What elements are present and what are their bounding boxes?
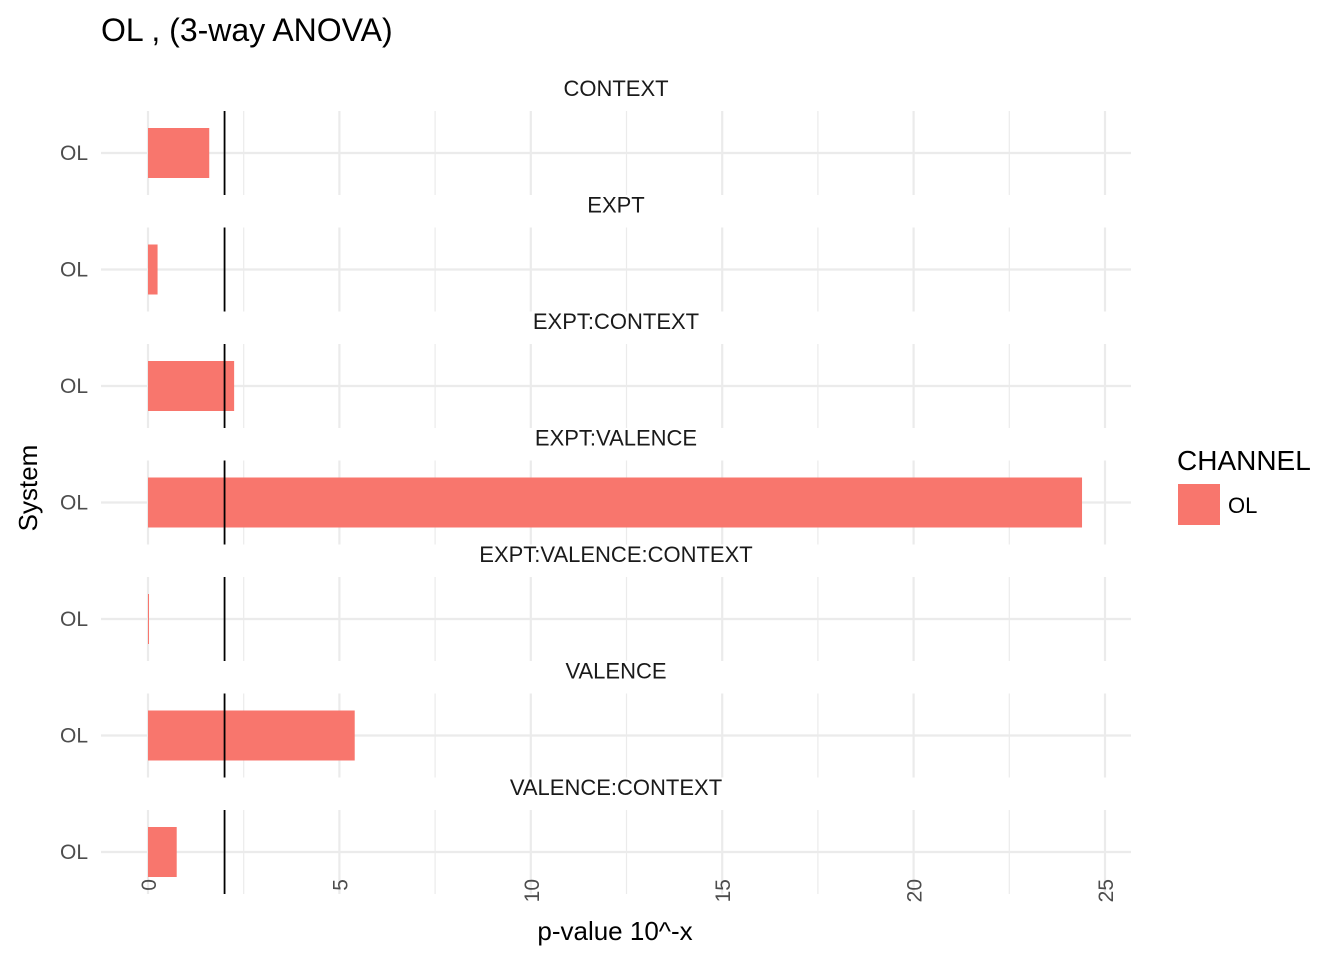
facet-panel: EXPT:VALENCE OL xyxy=(60,426,1131,545)
facet-panel: EXPT OL xyxy=(60,193,1131,312)
facet-strip-label: EXPT:VALENCE xyxy=(535,426,697,451)
facet-panel: VALENCE OL xyxy=(60,659,1131,778)
x-tick-label: 5 xyxy=(329,879,352,891)
x-tick-label: 20 xyxy=(904,879,927,902)
bar xyxy=(148,594,149,644)
facet-strip-label: EXPT:VALENCE:CONTEXT xyxy=(479,542,752,567)
x-axis-title: p-value 10^-x xyxy=(537,916,692,946)
legend-title: CHANNEL xyxy=(1177,445,1311,476)
y-tick-label: OL xyxy=(60,142,88,165)
x-tick-label: 10 xyxy=(521,879,544,902)
facet-strip-label: VALENCE xyxy=(565,659,666,684)
bar xyxy=(148,361,235,411)
facet-panel: EXPT:VALENCE:CONTEXT OL xyxy=(60,542,1131,661)
bar xyxy=(148,710,355,761)
facet-panel: CONTEXT OL xyxy=(60,76,1131,195)
y-tick-label: OL xyxy=(60,259,88,282)
bar xyxy=(148,244,158,295)
y-tick-label: OL xyxy=(60,841,88,864)
facet-panels: CONTEXTOLEXPTOLEXPT:CONTEXTOLEXPT:VALENC… xyxy=(60,76,1131,894)
y-axis-title: System xyxy=(13,445,43,532)
facet-strip-label: EXPT:CONTEXT xyxy=(533,309,699,334)
facet-panel: VALENCE:CONTEXT OL xyxy=(60,775,1131,894)
facet-strip-label: EXPT xyxy=(587,193,644,218)
x-tick-label: 0 xyxy=(138,879,161,891)
x-tick-label: 25 xyxy=(1095,879,1118,902)
y-tick-label: OL xyxy=(60,725,88,748)
chart-title: OL , (3-way ANOVA) xyxy=(101,12,393,48)
y-tick-label: OL xyxy=(60,608,88,631)
legend-label-ol: OL xyxy=(1228,493,1257,518)
y-tick-label: OL xyxy=(60,375,88,398)
bar xyxy=(148,827,177,877)
x-tick-label: 15 xyxy=(712,879,735,902)
facet-strip-label: CONTEXT xyxy=(563,76,668,101)
y-tick-label: OL xyxy=(60,492,88,515)
facet-strip-label: VALENCE:CONTEXT xyxy=(510,775,722,800)
bar xyxy=(148,128,210,178)
legend-key-ol xyxy=(1178,484,1220,525)
bar xyxy=(148,477,1083,528)
facet-panel: EXPT:CONTEXT OL xyxy=(60,309,1131,428)
x-axis: 0 5 10 15 20 25 xyxy=(138,879,1118,902)
legend: CHANNEL OL xyxy=(1177,445,1311,525)
